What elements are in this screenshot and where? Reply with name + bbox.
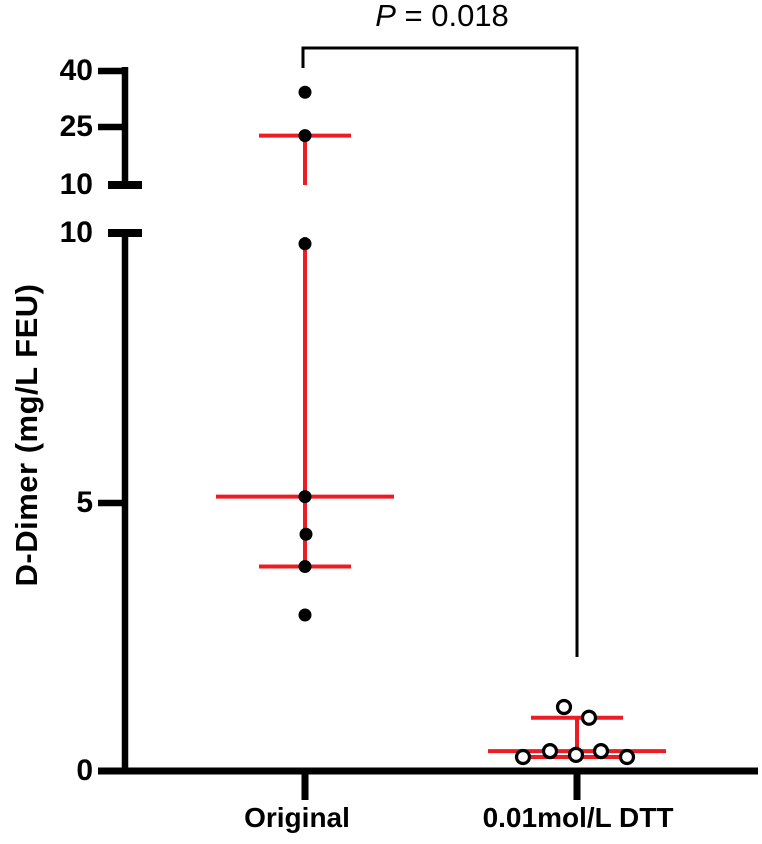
data-point-0-01mol-l-dtt-2 — [541, 742, 559, 760]
data-point-original-1 — [298, 129, 312, 143]
y-tick-label-lower-0: 0 — [76, 754, 93, 787]
y-tick-label-upper-40: 40 — [59, 54, 93, 87]
data-point-0-01mol-l-dtt-3 — [592, 742, 610, 760]
significance-label: P = 0.018 — [375, 0, 509, 34]
y-tick-label-lower-5: 5 — [76, 486, 93, 519]
p-symbol: P — [375, 0, 396, 33]
data-point-original-6 — [298, 608, 312, 622]
data-point-original-2 — [298, 237, 312, 251]
data-point-original-4 — [299, 527, 313, 541]
x-axis-label-original: Original — [244, 802, 350, 833]
data-point-0-01mol-l-dtt-4 — [567, 746, 585, 763]
significance-bracket — [301, 46, 579, 657]
p-value-text: = 0.018 — [395, 0, 509, 33]
y-tick-label-lower-10: 10 — [59, 216, 93, 249]
data-point-original-0 — [298, 85, 312, 99]
y-tick-label-upper-25: 25 — [59, 110, 93, 143]
data-point-0-01mol-l-dtt-6 — [618, 748, 636, 766]
x-axis-label-dtt: 0.01mol/L DTT — [482, 802, 674, 833]
data-point-0-01mol-l-dtt-5 — [514, 748, 532, 766]
data-point-0-01mol-l-dtt-0 — [555, 698, 573, 716]
data-point-original-5 — [298, 560, 312, 574]
data-point-original-3 — [298, 490, 312, 504]
y-tick-label-upper-10: 10 — [59, 168, 93, 201]
data-point-0-01mol-l-dtt-1 — [580, 709, 598, 726]
